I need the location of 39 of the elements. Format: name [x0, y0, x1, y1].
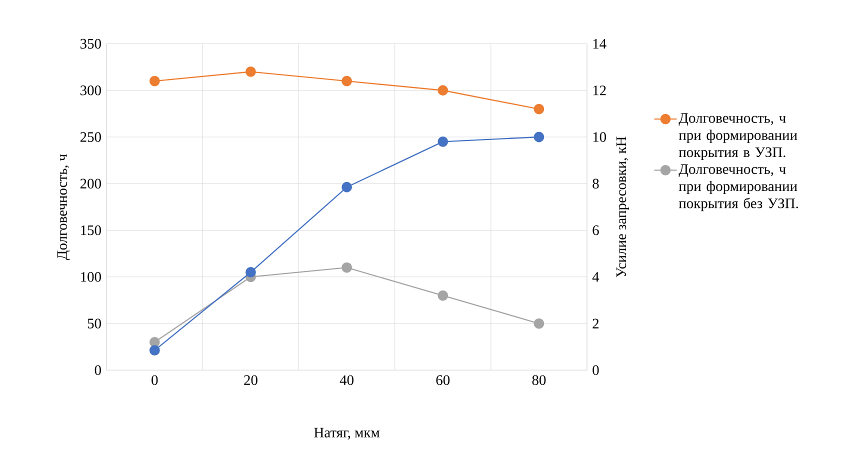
y2-tick-label: 10	[593, 132, 606, 142]
y-tick-label: 300	[80, 86, 101, 96]
y-tick-label: 350	[80, 38, 101, 49]
x-tick-label: 80	[532, 375, 546, 386]
point	[149, 76, 160, 86]
y2-axis-title: Усилие запресовки, кН	[616, 136, 630, 278]
y2-tick-label: 0	[592, 365, 599, 376]
y2-tick-label: 6	[592, 225, 599, 236]
point	[438, 85, 448, 96]
y-tick-label: 0	[94, 365, 101, 376]
point	[534, 104, 544, 114]
legend-label: Долговечность, ч при формировании покрытия без УЗП.	[678, 164, 798, 212]
point	[246, 267, 256, 278]
y-tick-label: 50	[88, 318, 101, 328]
point	[149, 345, 160, 356]
y-tick-label: 200	[80, 178, 101, 189]
y-tick-label: 250	[80, 132, 101, 142]
y-tick-label: 150	[81, 225, 101, 236]
y2-tick-label: 14	[593, 39, 606, 49]
point	[438, 290, 448, 301]
y-axis-title: Долговечность, ч	[57, 154, 70, 260]
y-tick-label: 100	[81, 272, 101, 282]
point	[438, 136, 448, 147]
point	[534, 318, 544, 329]
x-tick-label: 60	[436, 375, 450, 386]
x-axis-title: Натяг, мкм	[314, 428, 380, 440]
point	[342, 182, 352, 192]
point	[534, 132, 544, 142]
point	[342, 262, 352, 273]
x-tick-label: 20	[244, 375, 258, 386]
x-tick-label: 40	[340, 375, 354, 386]
y2-tick-label: 12	[593, 86, 606, 96]
x-tick-label: 0	[152, 375, 158, 386]
y2-tick-label: 8	[592, 178, 599, 189]
legend-label: Долговечность, ч при формировании покрытия в УЗП.	[678, 113, 798, 160]
y2-tick-label: 4	[592, 272, 600, 282]
point	[342, 76, 352, 86]
point	[246, 66, 256, 77]
y2-tick-label: 2	[592, 318, 599, 328]
